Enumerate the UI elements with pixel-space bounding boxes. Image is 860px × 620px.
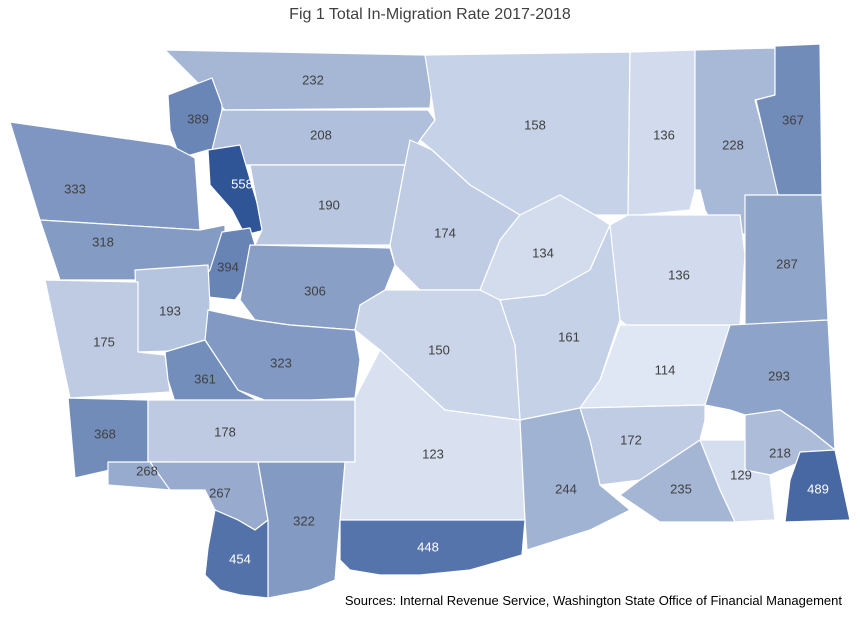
county-value-label: 489: [807, 481, 829, 496]
county-value-label: 244: [555, 481, 577, 496]
county-value-label: 367: [782, 112, 804, 127]
county-region: [249, 164, 406, 246]
county-region: [519, 407, 631, 551]
county-value-label: 136: [653, 127, 675, 142]
county-region: [147, 399, 356, 463]
county-value-label: 228: [722, 137, 744, 152]
county-value-label: 323: [270, 355, 292, 370]
county-value-label: 267: [209, 485, 231, 500]
county-value-label: 306: [304, 283, 326, 298]
county-value-label: 235: [670, 481, 692, 496]
county-region: [354, 289, 521, 421]
county-value-label: 123: [422, 446, 444, 461]
county-region: [619, 439, 736, 523]
county-value-label: 448: [417, 539, 439, 554]
county-value-label: 161: [558, 329, 580, 344]
county-value-label: 368: [94, 426, 116, 441]
county-region: [784, 449, 851, 523]
county-value-label: 193: [159, 303, 181, 318]
county-region: [204, 509, 269, 599]
county-value-label: 232: [302, 72, 324, 87]
county-value-label: 454: [229, 551, 251, 566]
county-value-label: 268: [136, 463, 158, 478]
county-region: [257, 461, 346, 599]
county-value-label: 287: [776, 256, 798, 271]
county-value-label: 178: [214, 424, 236, 439]
county-value-label: 322: [293, 513, 315, 528]
source-note: Sources: Internal Revenue Service, Washi…: [344, 593, 842, 608]
county-value-label: 208: [310, 127, 332, 142]
county-value-label: 136: [668, 267, 690, 282]
county-value-label: 129: [730, 467, 752, 482]
county-value-label: 318: [92, 234, 114, 249]
county-value-label: 394: [217, 259, 239, 274]
county-value-label: 174: [434, 225, 456, 240]
county-value-label: 293: [768, 368, 790, 383]
county-value-label: 389: [187, 111, 209, 126]
map-title: Fig 1 Total In-Migration Rate 2017-2018: [289, 6, 571, 23]
county-region: [9, 121, 201, 231]
county-value-label: 361: [194, 371, 216, 386]
county-value-label: 190: [318, 197, 340, 212]
county-value-label: 175: [93, 334, 115, 349]
county-value-label: 114: [655, 362, 676, 377]
county-value-label: 134: [532, 245, 554, 260]
county-value-label: 158: [524, 117, 546, 132]
county-region: [339, 519, 526, 576]
county-value-label: 558: [231, 176, 253, 191]
county-value-label: 333: [64, 181, 86, 196]
county-value-label: 150: [428, 342, 450, 357]
county-value-label: 172: [620, 432, 642, 447]
county-value-label: 218: [769, 445, 791, 460]
